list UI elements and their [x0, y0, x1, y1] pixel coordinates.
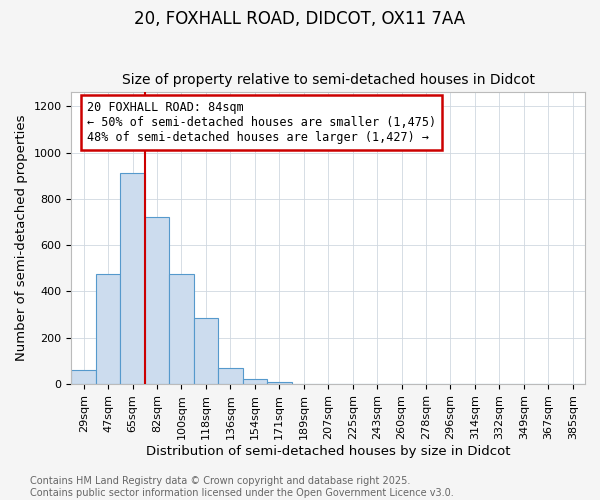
X-axis label: Distribution of semi-detached houses by size in Didcot: Distribution of semi-detached houses by … [146, 444, 511, 458]
Text: 20, FOXHALL ROAD, DIDCOT, OX11 7AA: 20, FOXHALL ROAD, DIDCOT, OX11 7AA [134, 10, 466, 28]
Y-axis label: Number of semi-detached properties: Number of semi-detached properties [15, 115, 28, 362]
Bar [242, 380, 267, 384]
Text: Contains HM Land Registry data © Crown copyright and database right 2025.
Contai: Contains HM Land Registry data © Crown c… [30, 476, 454, 498]
Title: Size of property relative to semi-detached houses in Didcot: Size of property relative to semi-detach… [122, 73, 535, 87]
Text: 20 FOXHALL ROAD: 84sqm
← 50% of semi-detached houses are smaller (1,475)
48% of : 20 FOXHALL ROAD: 84sqm ← 50% of semi-det… [87, 101, 436, 144]
Bar [121, 174, 145, 384]
Bar [71, 370, 96, 384]
Bar [218, 368, 242, 384]
Bar [194, 318, 218, 384]
Bar [96, 274, 121, 384]
Bar [145, 218, 169, 384]
Bar [267, 382, 292, 384]
Bar [169, 274, 194, 384]
